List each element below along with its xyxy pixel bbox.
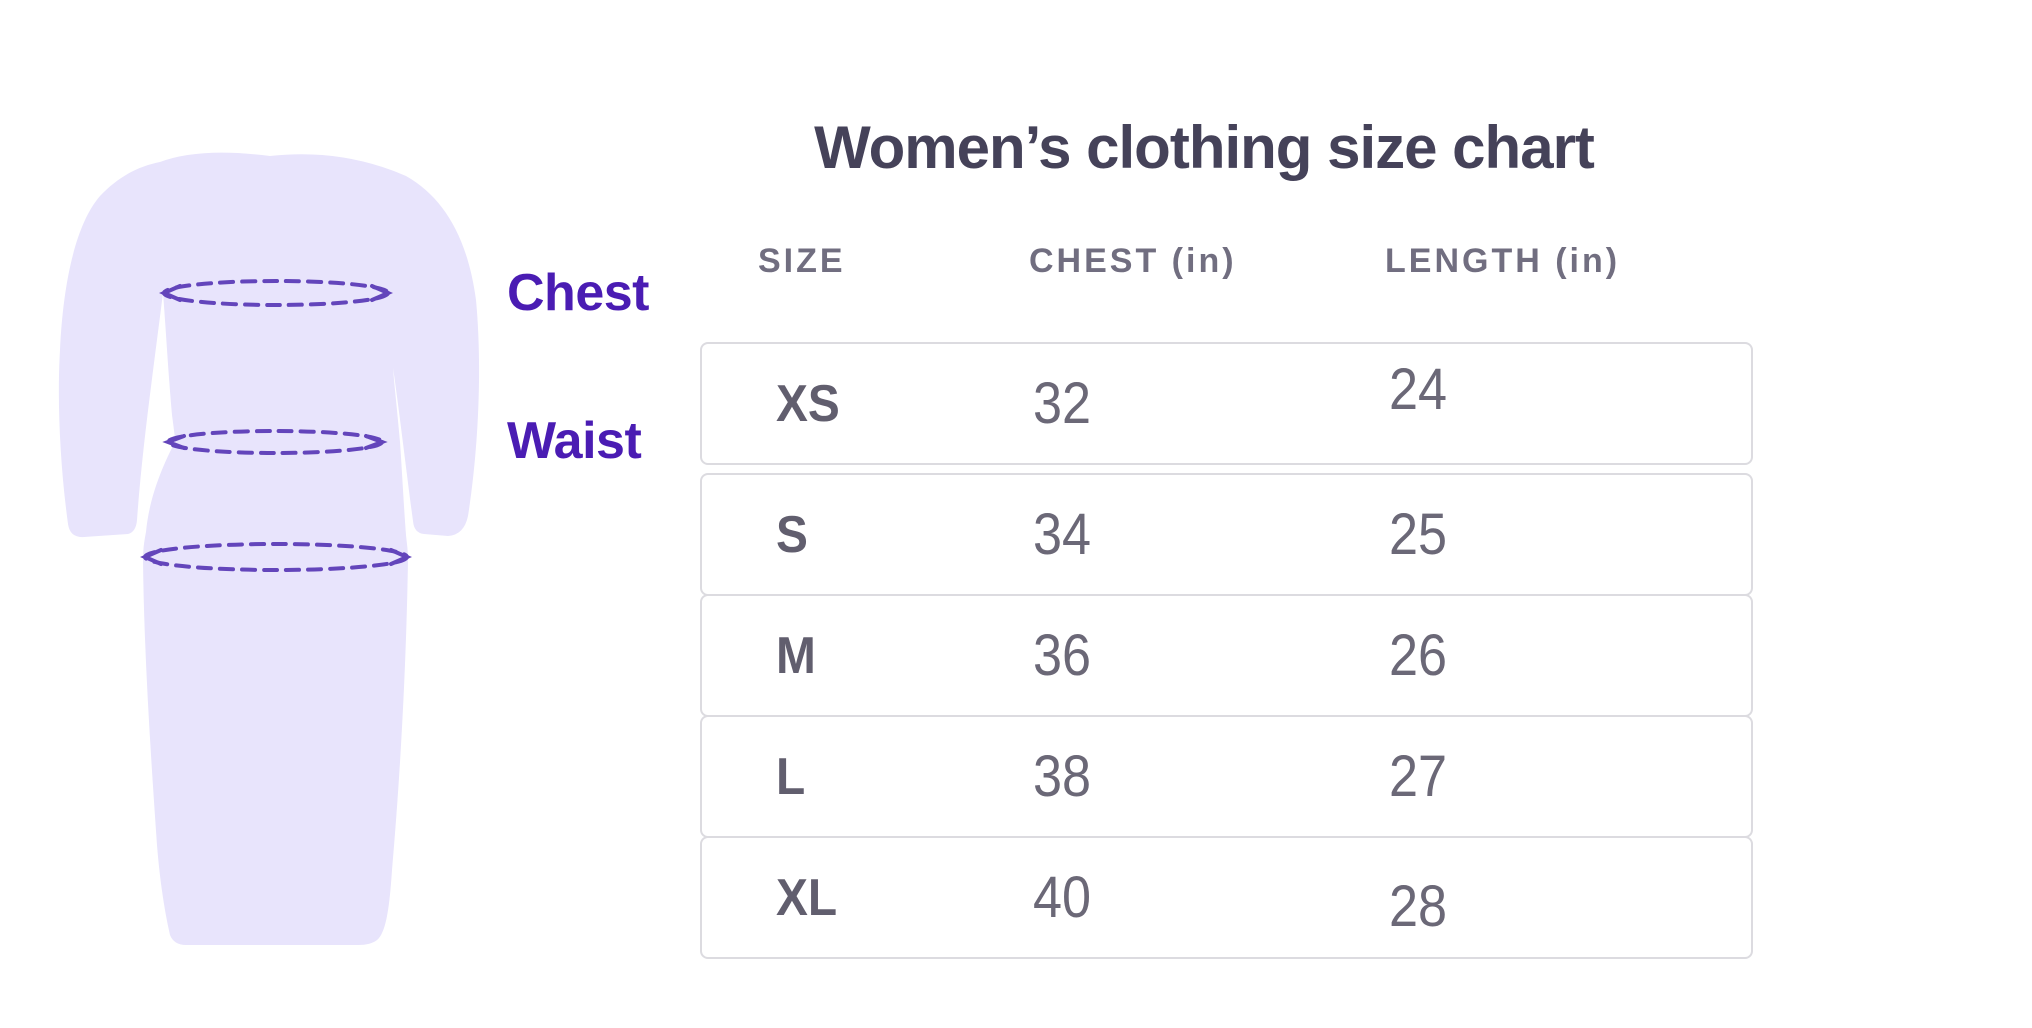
chest-value: 36 <box>1033 622 1092 688</box>
size-table: XS 32 24 S 34 25 M 36 26 L 38 27 XL 40 2… <box>700 342 1753 959</box>
dress-illustration <box>58 152 480 945</box>
table-header: SIZE CHEST (in) LENGTH (in) <box>700 244 1753 284</box>
waist-measurement-ellipse <box>162 429 388 455</box>
table-row-l: L 38 27 <box>700 715 1753 838</box>
size-value: S <box>776 505 808 564</box>
table-row-xs: XS 32 24 <box>700 342 1753 465</box>
table-row-xl: XL 40 28 <box>700 836 1753 959</box>
hip-measurement-ellipse <box>140 542 412 572</box>
waist-label: Waist <box>507 412 642 470</box>
chest-value: 40 <box>1033 864 1092 930</box>
table-row-m: M 36 26 <box>700 594 1753 717</box>
column-header-size: SIZE <box>758 242 846 280</box>
chest-measurement-ellipse <box>159 279 393 307</box>
column-header-length: LENGTH (in) <box>1385 242 1621 280</box>
size-value: L <box>776 747 806 806</box>
chest-value: 38 <box>1033 743 1092 809</box>
size-value: XS <box>776 374 840 433</box>
chest-value: 34 <box>1033 501 1092 567</box>
length-value: 24 <box>1389 356 1448 422</box>
length-value: 27 <box>1389 743 1448 809</box>
chest-label: Chest <box>507 264 649 322</box>
dress-silhouette <box>58 152 480 945</box>
table-row-s: S 34 25 <box>700 473 1753 596</box>
page-title: Women’s clothing size chart <box>814 114 1595 181</box>
column-header-chest: CHEST (in) <box>1029 242 1237 280</box>
size-value: XL <box>776 868 838 927</box>
length-value: 26 <box>1389 622 1448 688</box>
length-value: 25 <box>1389 501 1448 567</box>
size-value: M <box>776 626 816 685</box>
chest-value: 32 <box>1033 370 1092 436</box>
length-value: 28 <box>1389 873 1448 939</box>
